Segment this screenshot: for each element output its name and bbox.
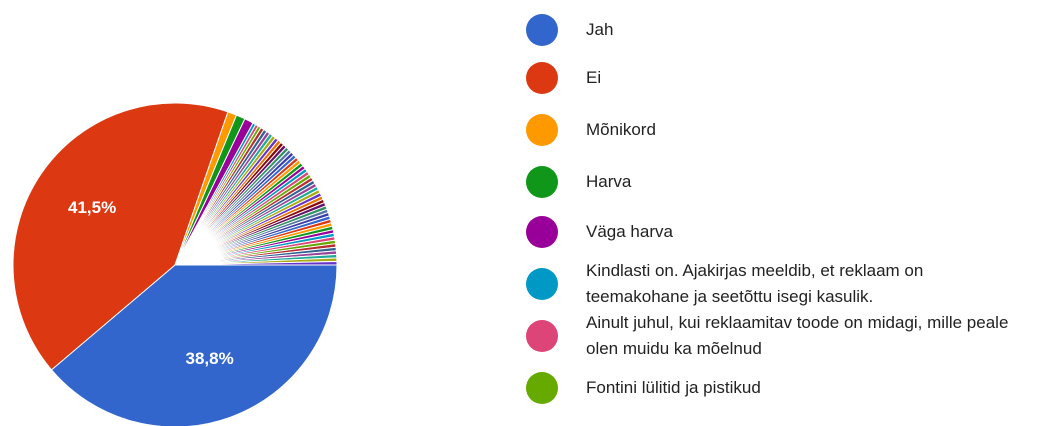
- legend-item: Mõnikord: [526, 114, 1016, 146]
- legend-swatch: [526, 320, 558, 352]
- legend-swatch: [526, 62, 558, 94]
- legend-label: Mõnikord: [586, 120, 656, 139]
- pie-slice: [50, 264, 338, 426]
- legend-label: Harva: [586, 172, 632, 191]
- slice-label: 38,8%: [186, 349, 234, 368]
- legend-item: Fontini lülitid ja pistikud: [526, 372, 1016, 404]
- slice-label: 41,5%: [68, 198, 116, 217]
- legend-label: Fontini lülitid ja pistikud: [586, 378, 761, 397]
- legend-item: Ei: [526, 62, 1016, 94]
- legend-swatch: [526, 268, 558, 300]
- pie-slice: [174, 260, 338, 266]
- legend-swatch: [526, 166, 558, 198]
- chart: 38,8% 41,5%: [12, 102, 338, 426]
- pie-slice: [12, 102, 229, 371]
- legend-item: Harva: [526, 166, 1016, 198]
- legend-item: Jah: [526, 14, 1016, 46]
- legend-label: Väga harva: [586, 222, 673, 241]
- legend-label: Ei: [586, 68, 602, 87]
- legend-swatch: [526, 372, 558, 404]
- legend-swatch: [526, 216, 558, 248]
- legend-label: Kindlasti on. Ajakirjas meeldib, et rekl…: [586, 261, 924, 306]
- legend-item: Ainult juhul, kui reklaamitav toode on m…: [526, 310, 1016, 362]
- legend-swatch: [526, 14, 558, 46]
- legend-item: Kindlasti on. Ajakirjas meeldib, et rekl…: [526, 258, 1016, 310]
- legend-label: Ainult juhul, kui reklaamitav toode on m…: [586, 313, 1009, 358]
- legend-item: Väga harva: [526, 216, 1016, 248]
- legend-swatch: [526, 114, 558, 146]
- legend-label: Jah: [586, 20, 614, 39]
